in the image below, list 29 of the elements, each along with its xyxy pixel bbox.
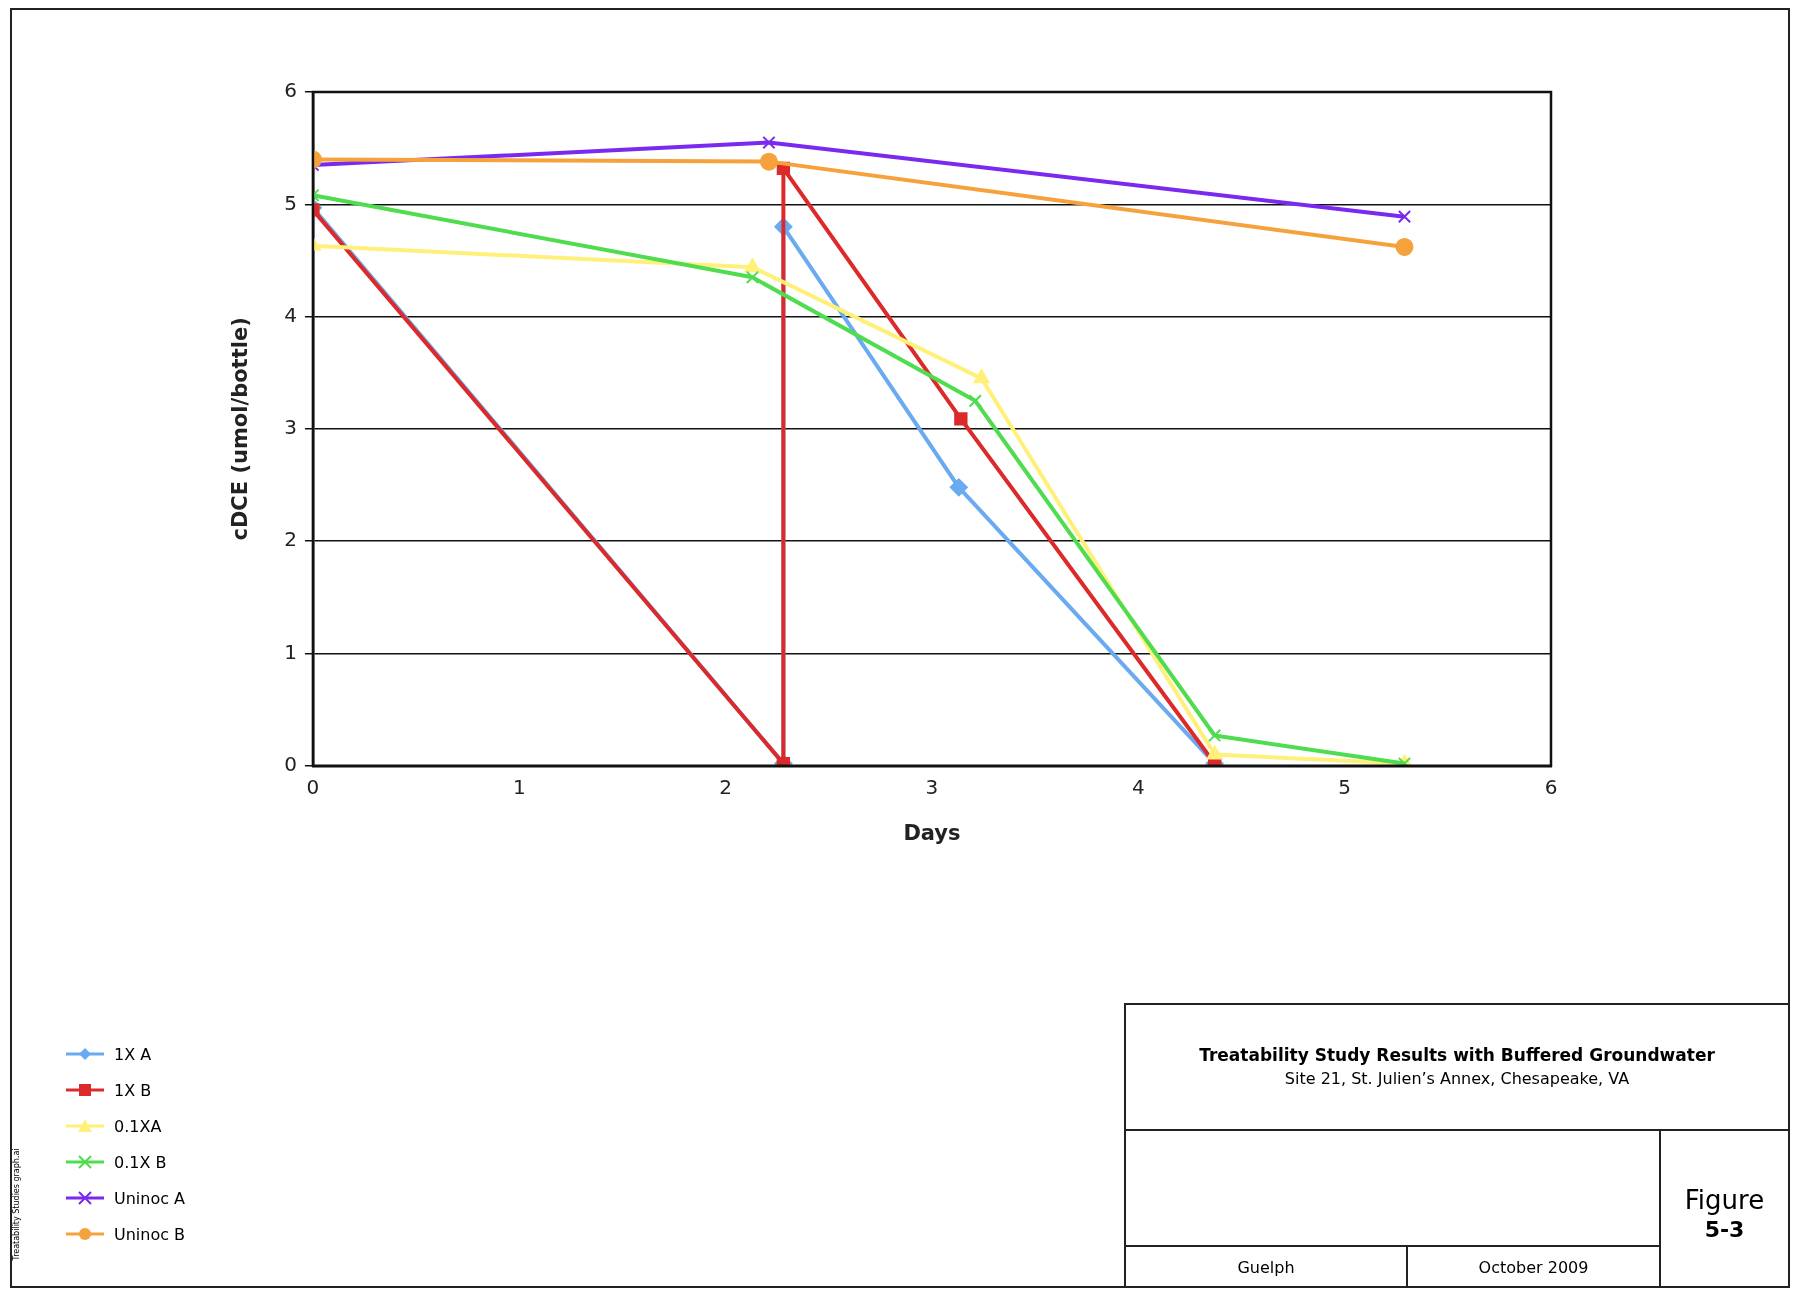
- legend-label: 0.1X B: [114, 1152, 167, 1172]
- legend-label: 1X A: [114, 1044, 152, 1064]
- x-tick-label: 0: [306, 775, 320, 799]
- legend-label: Uninoc B: [114, 1224, 186, 1244]
- y-tick-label: 4: [284, 302, 297, 327]
- legend-label: 1X B: [114, 1080, 152, 1100]
- x-tick-label: 3: [925, 775, 939, 799]
- x-tick-label: 4: [1131, 775, 1145, 799]
- x-axis-title: Days: [903, 820, 961, 845]
- text: Treatability Studies graph.ai: [11, 1148, 21, 1261]
- y-tick-label: 1: [284, 639, 297, 664]
- y-tick-label: 2: [284, 527, 297, 552]
- x-tick-label: 2: [719, 775, 732, 799]
- y-axis-title: cDCE (umol/bottle): [228, 317, 253, 541]
- y-tick-label: 0: [284, 752, 297, 776]
- text: Site 21, St. Julien’s Annex, Chesapeake, VA: [1283, 1069, 1631, 1088]
- legend-label: 0.1XA: [114, 1116, 162, 1136]
- text: Guelph: [1236, 1258, 1296, 1277]
- x-tick-label: 6: [1544, 775, 1558, 799]
- y-tick-label: 5: [284, 190, 297, 215]
- y-tick-label: 3: [284, 415, 297, 440]
- text: October 2009: [1477, 1258, 1590, 1277]
- text: 5-3: [1703, 1217, 1746, 1242]
- text: Figure: [1683, 1185, 1766, 1215]
- y-tick-label: 6: [284, 78, 297, 103]
- legend-label: Uninoc A: [114, 1188, 186, 1208]
- x-tick-label: 5: [1338, 775, 1352, 799]
- x-tick-label: 1: [512, 775, 526, 799]
- text: Treatability Study Results with Buffered Groundwater: [1198, 1045, 1716, 1065]
